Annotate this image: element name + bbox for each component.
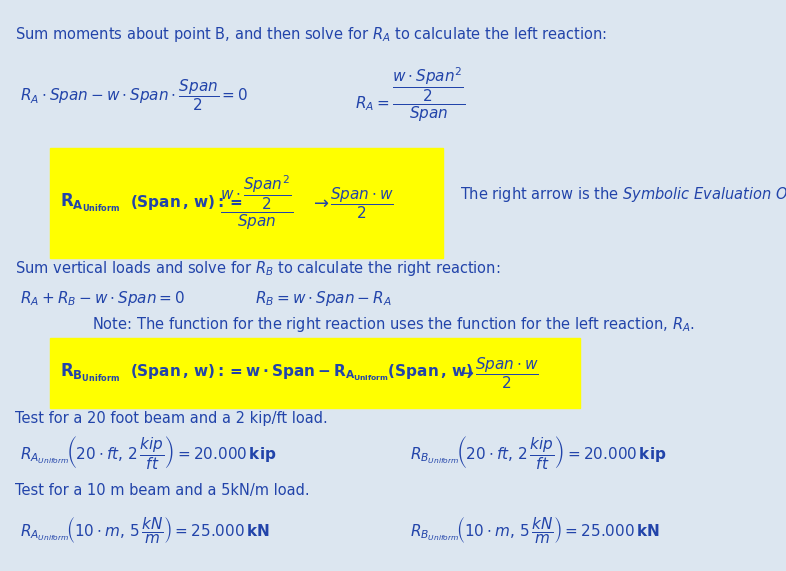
Text: $R_{A_{Uniform}}\!\left(10 \cdot m,\,5\,\dfrac{kN}{m}\right) = 25.000\,\mathbf{k: $R_{A_{Uniform}}\!\left(10 \cdot m,\,5\,… (20, 515, 270, 545)
Text: $\mathbf{R_{B_{Uniform}}}$: $\mathbf{R_{B_{Uniform}}}$ (60, 362, 120, 384)
Text: $\mathbf{(Span\,,\,w) := w \cdot Span - R_{A_{Uniform}}(Span\,,\,w)}$: $\mathbf{(Span\,,\,w) := w \cdot Span - … (130, 363, 473, 383)
Text: $R_A = \dfrac{\dfrac{w \cdot Span^2}{2}}{Span}$: $R_A = \dfrac{\dfrac{w \cdot Span^2}{2}}… (355, 66, 465, 124)
Text: $R_A + R_B - w \cdot Span = 0$: $R_A + R_B - w \cdot Span = 0$ (20, 288, 185, 308)
Text: $\rightarrow$: $\rightarrow$ (310, 194, 329, 212)
FancyBboxPatch shape (50, 148, 443, 258)
Text: $R_A \cdot Span - w \cdot Span \cdot \dfrac{Span}{2} = 0$: $R_A \cdot Span - w \cdot Span \cdot \df… (20, 77, 248, 113)
Text: The right arrow is the $\it{Symbolic\ Evaluation\ Operator}$: The right arrow is the $\it{Symbolic\ Ev… (460, 186, 786, 204)
Text: Test for a 20 foot beam and a 2 kip/ft load.: Test for a 20 foot beam and a 2 kip/ft l… (15, 411, 328, 425)
Text: $\mathbf{R_{A_{Uniform}}}$: $\mathbf{R_{A_{Uniform}}}$ (60, 192, 120, 214)
Text: Sum moments about point B, and then solve for $R_A$ to calculate the left reacti: Sum moments about point B, and then solv… (15, 26, 607, 45)
FancyBboxPatch shape (50, 338, 580, 408)
Text: $R_{A_{Uniform}}\!\left(20 \cdot ft,\,2\,\dfrac{kip}{ft}\right) = 20.000\,\mathb: $R_{A_{Uniform}}\!\left(20 \cdot ft,\,2\… (20, 435, 277, 472)
Text: $R_B = w \cdot Span - R_A$: $R_B = w \cdot Span - R_A$ (255, 288, 391, 308)
Text: $\dfrac{Span \cdot w}{2}$: $\dfrac{Span \cdot w}{2}$ (475, 355, 538, 391)
Text: Note: The function for the right reaction uses the function for the left reactio: Note: The function for the right reactio… (92, 316, 694, 335)
Text: $\dfrac{w \cdot \dfrac{Span^2}{2}}{Span}$: $\dfrac{w \cdot \dfrac{Span^2}{2}}{Span}… (220, 174, 293, 232)
Text: Test for a 10 m beam and a 5kN/m load.: Test for a 10 m beam and a 5kN/m load. (15, 482, 310, 497)
Text: $\rightarrow$: $\rightarrow$ (455, 364, 475, 382)
Text: $R_{B_{Uniform}}\!\left(10 \cdot m,\,5\,\dfrac{kN}{m}\right) = 25.000\,\mathbf{k: $R_{B_{Uniform}}\!\left(10 \cdot m,\,5\,… (410, 515, 660, 545)
Text: Sum vertical loads and solve for $R_B$ to calculate the right reaction:: Sum vertical loads and solve for $R_B$ t… (15, 259, 501, 278)
Text: $\mathbf{(Span\,,\,w) :=}$: $\mathbf{(Span\,,\,w) :=}$ (130, 194, 243, 212)
Text: $R_{B_{Uniform}}\!\left(20 \cdot ft,\,2\,\dfrac{kip}{ft}\right) = 20.000\,\mathb: $R_{B_{Uniform}}\!\left(20 \cdot ft,\,2\… (410, 435, 667, 472)
Text: $\dfrac{Span \cdot w}{2}$: $\dfrac{Span \cdot w}{2}$ (330, 185, 394, 221)
